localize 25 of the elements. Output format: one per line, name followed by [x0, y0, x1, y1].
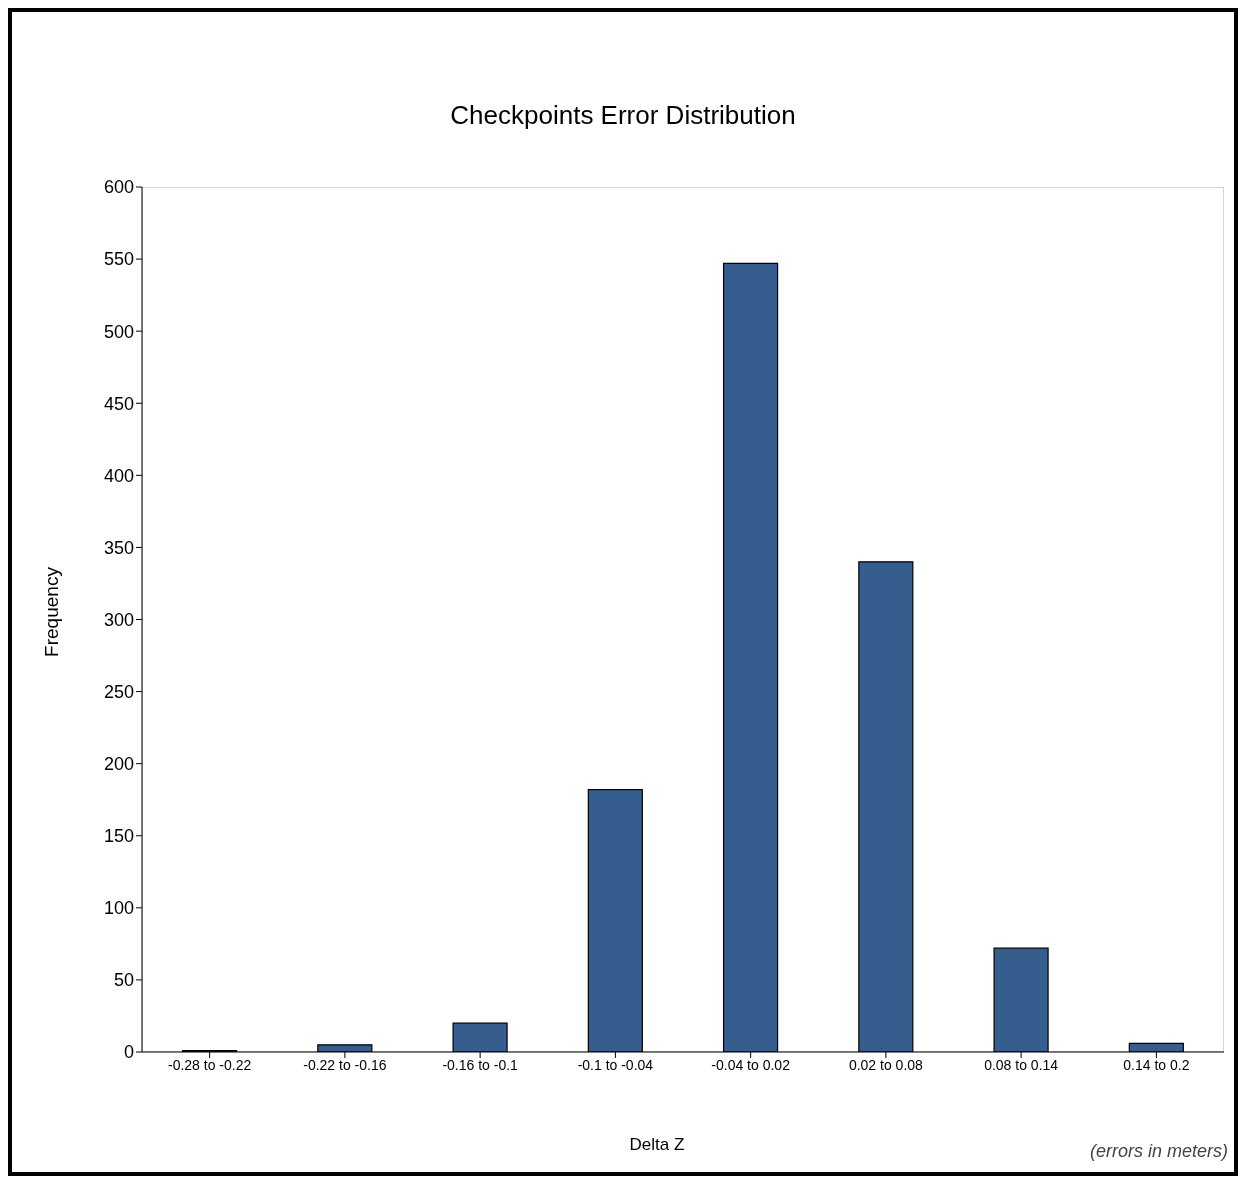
chart-title: Checkpoints Error Distribution	[449, 100, 797, 131]
y-axis-title: Frequency	[41, 567, 63, 657]
y-tick-label: 150	[103, 826, 134, 847]
x-tick-label: 0.02 to 0.08	[848, 1056, 924, 1073]
x-tick-label: -0.16 to -0.1	[442, 1056, 519, 1073]
y-tick-label: 500	[103, 321, 134, 342]
x-tick-label: 0.08 to 0.14	[984, 1056, 1059, 1073]
y-tick-label: 400	[103, 465, 134, 486]
y-tick-label: 100	[103, 898, 134, 919]
y-tick-label: 250	[103, 681, 134, 702]
x-axis-title: Delta Z	[629, 1135, 685, 1154]
y-tick-label: 350	[103, 537, 134, 558]
x-tick-label: -0.1 to -0.04	[577, 1056, 654, 1073]
x-tick-label: -0.04 to 0.02	[711, 1056, 791, 1073]
x-tick-label: 0.14 to 0.2	[1123, 1056, 1190, 1073]
y-tick-label: 0	[123, 1042, 134, 1063]
y-tick-label: 600	[103, 177, 134, 198]
y-tick-label: 50	[113, 970, 134, 991]
x-tick-label: -0.22 to -0.16	[303, 1056, 387, 1073]
y-tick-label: 450	[103, 393, 134, 414]
y-tick-label: 550	[103, 249, 134, 270]
y-tick-label: 300	[103, 609, 134, 630]
text: (errors in meters)	[1089, 1141, 1228, 1162]
y-tick-label: 200	[103, 754, 134, 775]
x-tick-label: -0.28 to -0.22	[167, 1056, 252, 1073]
